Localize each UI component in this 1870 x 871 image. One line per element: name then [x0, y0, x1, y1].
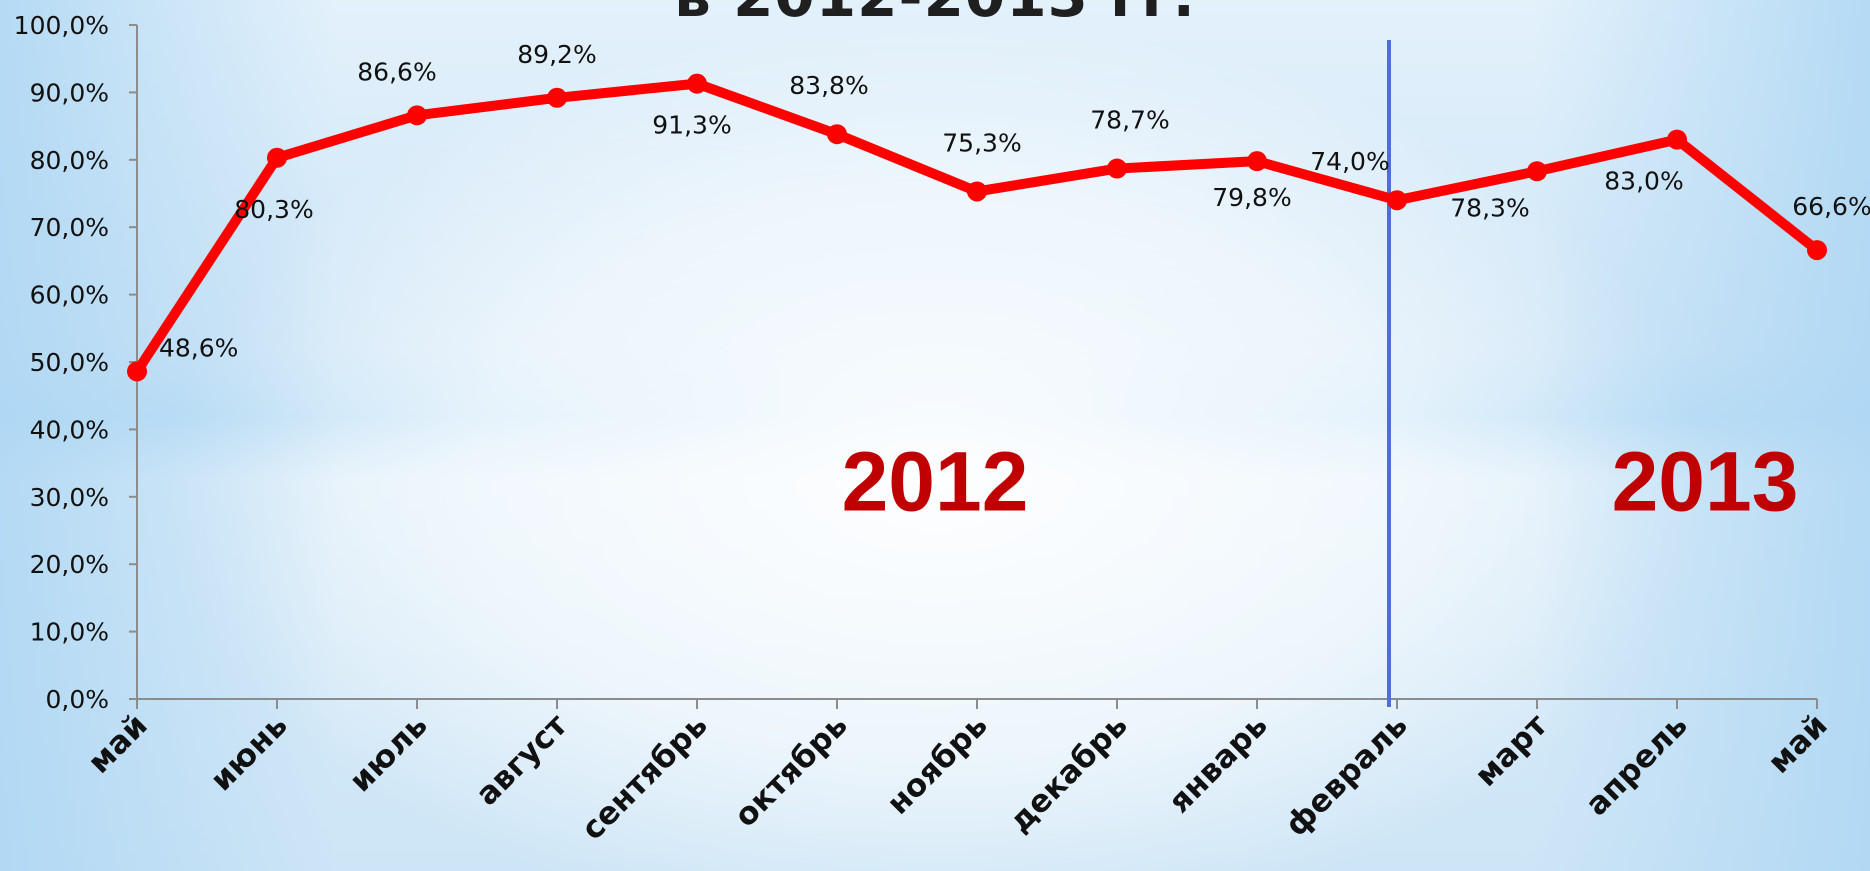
- year-annotation: 2012: [842, 434, 1029, 528]
- data-label: 75,3%: [942, 128, 1021, 157]
- data-label: 48,6%: [159, 333, 238, 362]
- x-tick-label: октябрь: [728, 707, 855, 834]
- data-point: [267, 147, 287, 168]
- data-point: [547, 87, 567, 108]
- x-tick-label: август: [469, 707, 575, 813]
- data-point: [827, 124, 847, 145]
- data-label: 91,3%: [652, 111, 731, 140]
- y-tick-label: 10,0%: [30, 618, 109, 647]
- data-point: [1527, 161, 1547, 182]
- data-labels: 48,6% 80,3% 86,6% 89,2% 91,3% 83,8% 75,3% 78,7%…: [159, 40, 1870, 363]
- data-point: [127, 361, 147, 382]
- data-point: [407, 105, 427, 126]
- x-tick-label: февраль: [1278, 707, 1414, 843]
- data-label: 83,0%: [1604, 167, 1683, 196]
- x-tick-label: июль: [343, 707, 435, 799]
- data-point: [1807, 240, 1827, 261]
- data-label: 86,6%: [357, 57, 436, 86]
- x-tick-label: июнь: [204, 707, 295, 798]
- year-annotations: 2012 2013: [842, 434, 1799, 528]
- x-tick-label: сентябрь: [575, 707, 715, 847]
- x-axis: май июнь июль август сентябрь октябрь ноябрь де…: [81, 698, 1835, 847]
- series-line-path: [132, 78, 1822, 377]
- x-tick-label: январь: [1162, 707, 1275, 820]
- data-point: [1667, 129, 1687, 150]
- y-tick-label: 90,0%: [30, 78, 109, 107]
- data-label: 74,0%: [1310, 147, 1389, 176]
- y-tick-label: 60,0%: [30, 281, 109, 310]
- data-label: 78,3%: [1450, 193, 1529, 222]
- chart-title: в 2012-2013 гг.: [0, 0, 1870, 30]
- data-point: [687, 73, 707, 94]
- y-axis: 0,0% 10,0% 20,0% 30,0% 40,0% 50,0% 60,0% 70,0% 8…: [14, 11, 138, 714]
- year-annotation: 2013: [1612, 434, 1799, 528]
- data-label: 79,8%: [1212, 183, 1291, 212]
- x-tick-label: декабрь: [1002, 707, 1135, 840]
- data-label: 66,6%: [1792, 192, 1870, 221]
- y-tick-label: 100,0%: [14, 11, 109, 40]
- data-point: [1107, 158, 1127, 179]
- data-label: 83,8%: [789, 71, 868, 100]
- x-tick-label: ноябрь: [880, 707, 995, 822]
- y-tick-label: 30,0%: [30, 483, 109, 512]
- y-tick-label: 40,0%: [30, 415, 109, 444]
- x-tick-label: май: [1761, 707, 1835, 781]
- data-point: [1247, 151, 1267, 172]
- x-tick-label: апрель: [1579, 707, 1695, 823]
- data-point: [967, 181, 987, 202]
- y-tick-label: 20,0%: [30, 550, 109, 579]
- data-label: 78,7%: [1090, 106, 1169, 135]
- data-label: 80,3%: [234, 195, 313, 224]
- x-tick-label: март: [1468, 707, 1555, 794]
- data-label: 89,2%: [517, 40, 596, 69]
- y-tick-label: 80,0%: [30, 146, 109, 175]
- x-tick-label: май: [81, 707, 155, 781]
- y-tick-label: 50,0%: [30, 348, 109, 377]
- data-point: [1387, 190, 1407, 211]
- y-tick-label: 0,0%: [45, 685, 109, 714]
- y-tick-label: 70,0%: [30, 213, 109, 242]
- series-line: [127, 73, 1827, 382]
